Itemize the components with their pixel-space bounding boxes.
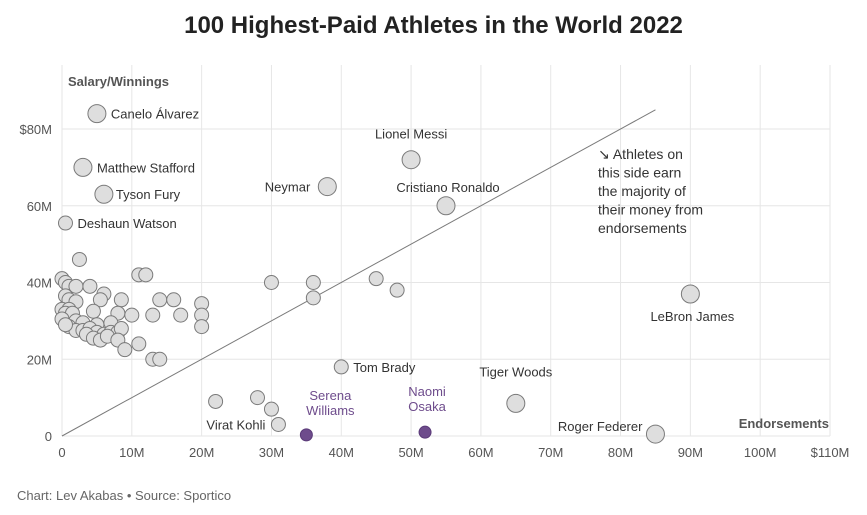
data-point [263,401,279,417]
label-tyson-fury: Tyson Fury [116,187,181,202]
data-point [138,267,154,283]
data-point [124,307,140,323]
data-point [82,278,98,294]
point-tiger-woods [506,393,526,413]
point-virat-kohli [270,416,286,432]
data-point [57,317,73,333]
x-tick-label: 40M [329,445,354,460]
label-cristiano-ronaldo: Cristiano Ronaldo [396,180,499,195]
annotation-text: ↘ Athletes on this side earn the majority … [598,146,703,236]
data-point [166,292,182,308]
data-point [249,390,265,406]
data-point [145,307,161,323]
data-point [389,282,405,298]
x-tick-label: 70M [538,445,563,460]
chart-title: 100 Highest-Paid Athletes in the World 2… [184,12,683,39]
point-canelo-lvarez [87,104,107,124]
x-tick-label: 30M [259,445,284,460]
point-tyson-fury [94,184,114,204]
x-tick-label: 10M [119,445,144,460]
label-lionel-messi: Lionel Messi [375,127,447,142]
y-tick-label: 0 [45,429,52,444]
label-tiger-woods: Tiger Woods [479,364,552,379]
x-axis-label: Endorsements [739,416,829,431]
data-point [173,307,189,323]
data-point [208,393,224,409]
y-tick-label: 60M [27,199,52,214]
data-point [368,271,384,287]
label-deshaun-watson: Deshaun Watson [77,216,176,231]
data-point [305,275,321,290]
point-tom-brady [333,359,349,375]
x-tick-label: 90M [678,445,703,460]
x-tick-label: 50M [398,445,423,460]
label-canelo-lvarez: Canelo Álvarez [111,107,199,122]
x-tick-label: 20M [189,445,214,460]
x-tick-label: 100M [744,445,777,460]
x-tick-labels: 0 10M 20M 30M 40M 50M 60M 70M 80M 90M 100M $110M [58,445,849,460]
reference-line-y-equals-x [61,109,656,437]
data-point [85,303,101,319]
point-lebron-james [680,284,700,304]
x-tick-label: 0 [58,445,65,460]
data-point [152,351,168,367]
y-tick-label: 40M [27,276,52,291]
point-lionel-messi [401,150,421,170]
data-points [54,104,700,444]
y-tick-label: 20M [27,352,52,367]
y-tick-label: $80M [19,122,52,137]
chart-credit: Chart: Lev Akabas • Source: Sportico [17,488,232,503]
label-virat-kohli: Virat Kohli [206,417,265,432]
point-deshaun-watson [57,215,73,231]
data-point [71,251,87,267]
point-matthew-stafford [73,157,93,177]
point-neymar [317,177,337,197]
label-lebron-james: LeBron James [650,309,734,324]
point-naomi-osaka [418,425,432,439]
label-tom-brady: Tom Brady [353,360,416,375]
y-axis-label: Salary/Winnings [68,74,169,89]
data-point [113,292,129,308]
point-cristiano-ronaldo [436,196,456,216]
point-serena-williams [299,428,313,442]
label-serena-williams: Serena Williams [306,388,355,418]
gridlines [61,65,831,437]
x-tick-label: 60M [468,445,493,460]
x-tick-label: 80M [608,445,633,460]
label-naomi-osaka: Naomi Osaka [408,384,446,414]
point-roger-federer [645,424,665,444]
label-roger-federer: Roger Federer [558,419,643,434]
data-point [305,290,321,306]
data-point [92,292,108,308]
data-point [131,336,147,352]
label-neymar: Neymar [265,180,311,195]
data-point [152,292,168,308]
data-point [194,319,210,335]
point-labels: Canelo Álvarez Matthew Stafford Tyson Fury… [77,107,734,434]
label-matthew-stafford: Matthew Stafford [97,160,195,175]
x-tick-label: $110M [811,445,850,460]
data-point [117,342,133,358]
y-tick-labels: 0 20M 40M 60M $80M [19,122,52,444]
data-point [263,275,279,290]
